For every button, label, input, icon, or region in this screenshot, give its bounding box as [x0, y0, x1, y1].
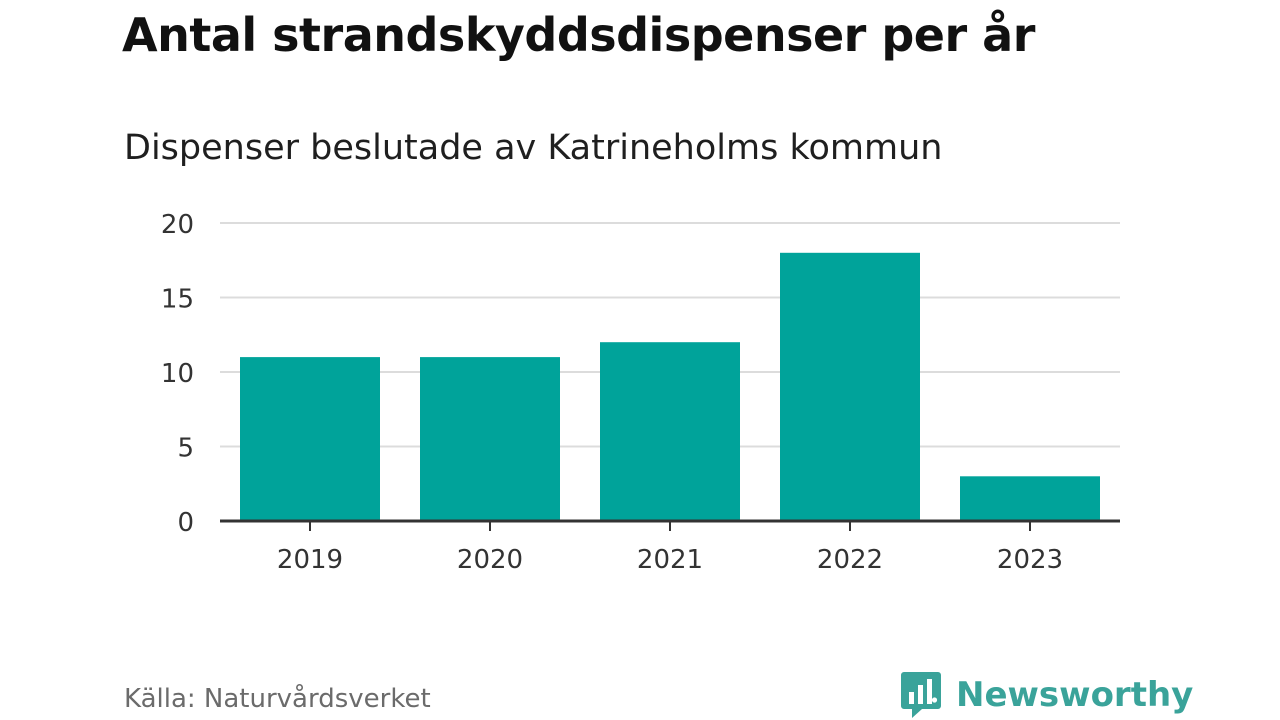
- x-tick-label: 2022: [817, 545, 883, 575]
- y-tick-label: 5: [177, 434, 194, 464]
- bar-2020: [420, 357, 560, 521]
- bar-2019: [240, 357, 380, 521]
- brand: Newsworthy: [900, 670, 1193, 720]
- y-tick-label: 0: [177, 508, 194, 538]
- bar-2021: [600, 342, 740, 521]
- chart-subtitle: Dispenser beslutade av Katrineholms komm…: [124, 128, 943, 168]
- y-tick-label: 15: [161, 285, 194, 315]
- x-tick-label: 2021: [637, 545, 703, 575]
- y-tick-label: 10: [161, 359, 194, 389]
- x-tick-label: 2023: [997, 545, 1063, 575]
- brand-name: Newsworthy: [956, 675, 1194, 715]
- x-tick-label: 2019: [277, 545, 343, 575]
- bar-2023: [960, 476, 1100, 521]
- bar-2022: [780, 252, 920, 522]
- newsworthy-logo-icon: [901, 672, 941, 718]
- source-note: Källa: Naturvårdsverket: [124, 684, 431, 714]
- y-tick-label: 20: [161, 210, 194, 240]
- x-tick-label: 2020: [457, 545, 523, 575]
- chart-title: Antal strandskyddsdispenser per år: [122, 8, 1035, 62]
